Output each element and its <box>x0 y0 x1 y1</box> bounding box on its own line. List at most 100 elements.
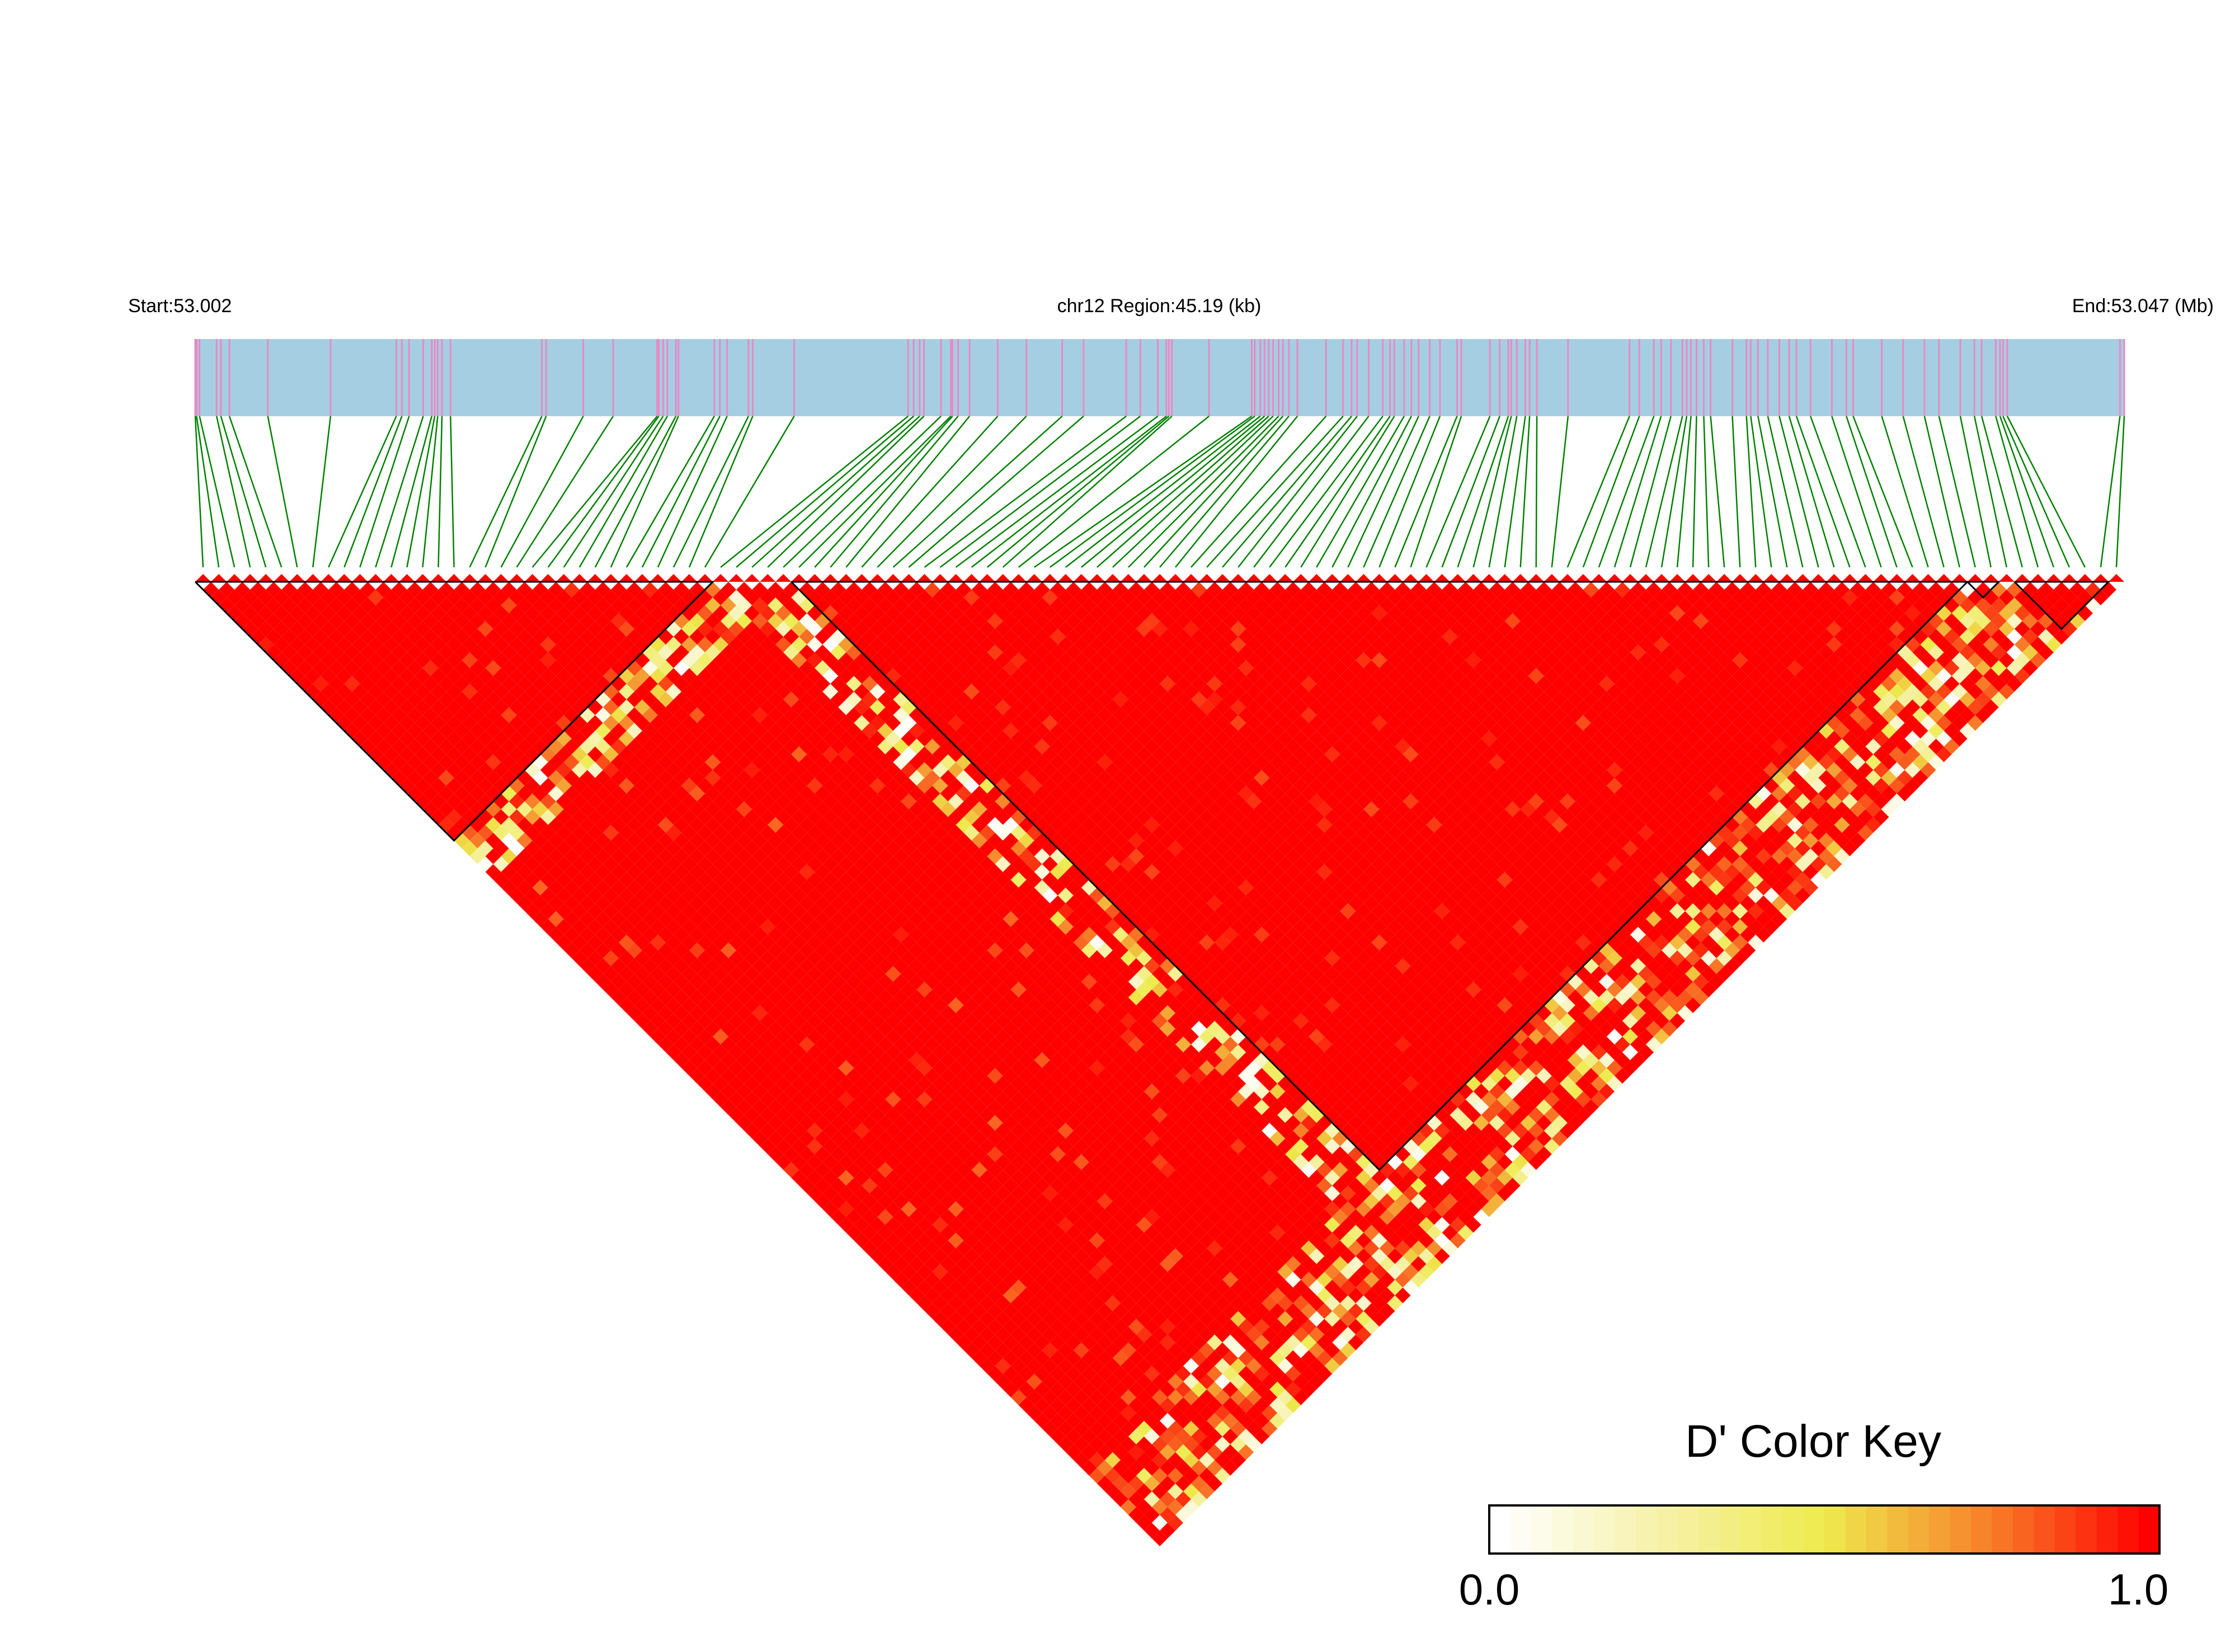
ld-cell <box>1057 1107 1074 1123</box>
ld-cell <box>524 605 540 622</box>
ld-cell <box>909 864 925 880</box>
ld-cell <box>1207 1413 1223 1429</box>
ld-cell <box>948 1154 964 1170</box>
ld-cell <box>1042 1264 1058 1280</box>
ld-cell <box>1120 1201 1136 1217</box>
ld-cell <box>501 738 517 755</box>
ld-cell <box>791 1170 807 1186</box>
ld-cell <box>1065 1381 1081 1397</box>
ld-cell <box>509 762 525 778</box>
ld-cell <box>924 1256 940 1272</box>
ld-cell <box>1018 973 1034 990</box>
ld-cell <box>689 738 705 755</box>
ld-cell <box>995 950 1011 966</box>
ld-cell <box>1168 1514 1184 1531</box>
ld-cell <box>258 605 274 622</box>
ld-cell <box>1003 1162 1019 1178</box>
ld-cell <box>768 660 784 676</box>
ld-cell <box>916 1091 933 1108</box>
ld-cell <box>1285 1240 1301 1256</box>
ld-cell <box>838 966 854 982</box>
ld-cell <box>775 872 792 888</box>
ld-cell <box>932 1107 948 1123</box>
ld-cell <box>705 613 721 629</box>
ld-cell <box>1120 1248 1136 1264</box>
ld-cell <box>775 966 792 982</box>
ld-cell <box>532 582 548 598</box>
ld-cell <box>752 754 768 770</box>
ld-cell <box>940 926 956 943</box>
ld-cell <box>869 1232 886 1249</box>
ld-cell <box>516 691 533 708</box>
ld-cell <box>971 801 987 817</box>
snp-connector-line <box>1757 416 1788 568</box>
ld-cell <box>1222 1334 1239 1350</box>
ld-cell <box>1340 1248 1356 1264</box>
ld-cell <box>1112 1052 1128 1069</box>
ld-cell <box>1112 1225 1128 1241</box>
ld-cell <box>313 613 329 629</box>
ld-cell <box>893 1225 909 1241</box>
ld-cell <box>924 1162 940 1178</box>
ld-cell <box>469 691 486 708</box>
ld-cell <box>697 637 713 653</box>
ld-cell <box>799 817 815 833</box>
ld-cell <box>940 832 956 849</box>
ld-cell <box>752 926 768 943</box>
ld-cell <box>979 1154 995 1170</box>
ld-cell <box>775 731 792 747</box>
ld-cell <box>1057 1311 1074 1327</box>
ld-cell <box>563 942 580 958</box>
ld-cell <box>383 731 399 747</box>
ld-cell <box>516 879 533 896</box>
ld-cell <box>721 1068 737 1084</box>
ld-cell <box>1097 1350 1113 1366</box>
ld-cell <box>626 926 642 943</box>
ld-cell <box>838 934 854 950</box>
ld-cell <box>407 660 423 676</box>
ld-cell <box>1073 1373 1089 1390</box>
ld-cell <box>862 1225 878 1241</box>
snp-connector-line <box>359 416 410 568</box>
ld-cell <box>1128 1381 1144 1397</box>
ld-cell <box>721 1084 737 1100</box>
region-label: chr12 Region:45.19 (kb) <box>1057 295 1262 317</box>
ld-cell <box>721 1052 737 1069</box>
ld-cell <box>344 676 360 692</box>
ld-cell <box>1151 1123 1168 1139</box>
ld-cell <box>595 817 611 833</box>
ld-cell <box>681 715 698 731</box>
ld-cell <box>657 911 674 927</box>
ld-cell <box>979 1028 995 1044</box>
ld-cell <box>877 1005 893 1021</box>
ld-cell <box>328 660 345 676</box>
ld-cell <box>893 770 909 786</box>
ld-cell <box>391 582 407 598</box>
ld-cell <box>760 966 776 982</box>
ld-cell <box>736 848 752 864</box>
ld-cell <box>1104 1076 1121 1092</box>
ld-cell <box>1057 950 1074 966</box>
ld-cell <box>846 738 862 755</box>
ld-cell <box>328 613 345 629</box>
ld-cell <box>1034 1256 1050 1272</box>
ld-cell <box>1324 1311 1340 1327</box>
ld-cell <box>501 864 517 880</box>
ld-cell <box>1262 1201 1278 1217</box>
ld-cell <box>775 809 792 825</box>
ld-cell <box>1081 1319 1097 1335</box>
ld-cell <box>399 605 415 622</box>
ld-cell <box>1183 1389 1199 1405</box>
ld-cell <box>1120 1467 1136 1484</box>
ld-cell <box>1073 1358 1089 1374</box>
ld-cell <box>1238 1225 1254 1241</box>
ld-cell <box>415 762 431 778</box>
ld-cell <box>697 731 713 747</box>
ld-cell <box>909 848 925 864</box>
ld-cell <box>1026 919 1042 935</box>
ld-cell <box>862 911 878 927</box>
ld-cell <box>869 1154 886 1170</box>
ld-cell <box>901 966 917 982</box>
ld-cell <box>657 597 674 614</box>
ld-cell <box>556 793 572 809</box>
